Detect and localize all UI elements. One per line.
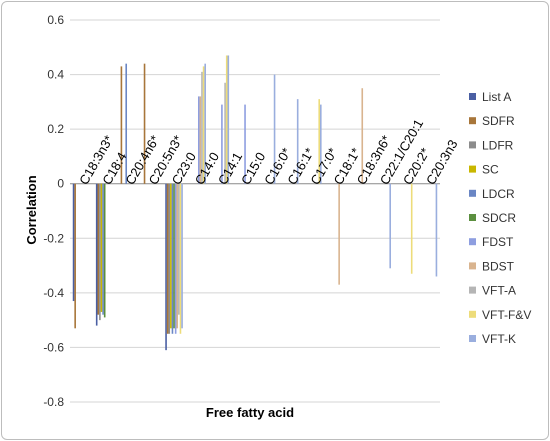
bar bbox=[120, 66, 123, 184]
bar bbox=[173, 183, 175, 329]
legend-label: List A bbox=[482, 90, 511, 104]
bar bbox=[227, 55, 230, 184]
legend-swatch bbox=[469, 310, 476, 318]
bar bbox=[318, 99, 321, 184]
bar bbox=[102, 183, 104, 315]
bar bbox=[174, 183, 177, 334]
legend-label: SC bbox=[482, 163, 499, 177]
legend-label: LDFR bbox=[482, 138, 514, 152]
bar bbox=[202, 66, 205, 184]
bar bbox=[389, 183, 391, 269]
y-tick-label: -0.2 bbox=[43, 231, 64, 245]
bar bbox=[435, 183, 438, 277]
bar bbox=[197, 96, 200, 184]
y-axis-title: Correlation bbox=[24, 175, 39, 244]
legend-swatch bbox=[469, 117, 476, 125]
y-tick-label: 0.2 bbox=[47, 122, 64, 136]
bar bbox=[95, 183, 98, 326]
bar bbox=[165, 183, 167, 351]
legend-label: VFT-A bbox=[482, 284, 516, 298]
bar bbox=[72, 183, 75, 302]
bar bbox=[176, 183, 179, 329]
bar bbox=[74, 183, 76, 329]
bar bbox=[204, 63, 206, 184]
legend-label: BDST bbox=[482, 259, 515, 273]
bar bbox=[178, 183, 180, 315]
bar bbox=[273, 74, 276, 184]
legend-label: VFT-F&V bbox=[482, 308, 531, 322]
y-tick-label: 0 bbox=[57, 177, 64, 191]
y-tick-label: -0.4 bbox=[43, 286, 64, 300]
bar bbox=[170, 183, 172, 329]
bar bbox=[168, 183, 171, 334]
bar bbox=[201, 71, 203, 184]
bar bbox=[99, 183, 101, 321]
legend: List A SDFR LDFR SC LDCR SDCR FDST BDST VFT-A VFT… bbox=[469, 90, 531, 346]
category-label: C20:3n3 bbox=[423, 137, 461, 187]
legend-swatch bbox=[469, 189, 476, 197]
y-tick-labels: -0.8 -0.6 -0.4 -0.2 0 0.2 0.4 0.6 bbox=[43, 13, 64, 409]
legend-label: SDFR bbox=[482, 114, 515, 128]
bar bbox=[100, 183, 103, 312]
bar bbox=[244, 104, 246, 184]
legend-swatch bbox=[469, 93, 476, 100]
legend-swatch bbox=[469, 238, 476, 246]
bar bbox=[171, 183, 174, 334]
y-tick-label: -0.8 bbox=[43, 395, 64, 409]
legend-label: LDCR bbox=[482, 187, 515, 201]
legend-swatch bbox=[469, 214, 476, 221]
bar bbox=[143, 63, 146, 184]
bar bbox=[296, 99, 299, 184]
bar bbox=[125, 63, 128, 184]
legend-swatch bbox=[469, 165, 476, 173]
legend-swatch bbox=[469, 141, 476, 149]
bar bbox=[97, 183, 100, 315]
bar bbox=[225, 55, 228, 184]
bar bbox=[361, 88, 364, 184]
x-axis-title: Free fatty acid bbox=[206, 405, 294, 420]
bars bbox=[72, 55, 438, 351]
bar bbox=[166, 183, 169, 334]
bar bbox=[179, 183, 182, 334]
bar bbox=[224, 82, 226, 184]
bar bbox=[103, 183, 106, 318]
legend-swatch bbox=[469, 286, 476, 294]
bar bbox=[181, 183, 183, 329]
bar bbox=[199, 96, 202, 184]
category-labels: C18:3n3*C18:4C20:4n6*C20:5n3*C23:0C14:0C… bbox=[76, 116, 460, 187]
bar bbox=[338, 183, 340, 285]
y-tick-label: 0.6 bbox=[47, 13, 64, 27]
bar bbox=[410, 183, 413, 274]
legend-label: SDCR bbox=[482, 211, 516, 225]
legend-swatch bbox=[469, 335, 476, 342]
bar bbox=[320, 104, 322, 184]
gridlines bbox=[70, 19, 440, 403]
y-tick-label: 0.4 bbox=[47, 68, 64, 82]
legend-label: VFT-K bbox=[482, 332, 516, 346]
bar bbox=[221, 104, 223, 184]
y-tick-label: -0.6 bbox=[43, 340, 64, 354]
legend-swatch bbox=[469, 262, 476, 270]
legend-label: FDST bbox=[482, 235, 514, 249]
